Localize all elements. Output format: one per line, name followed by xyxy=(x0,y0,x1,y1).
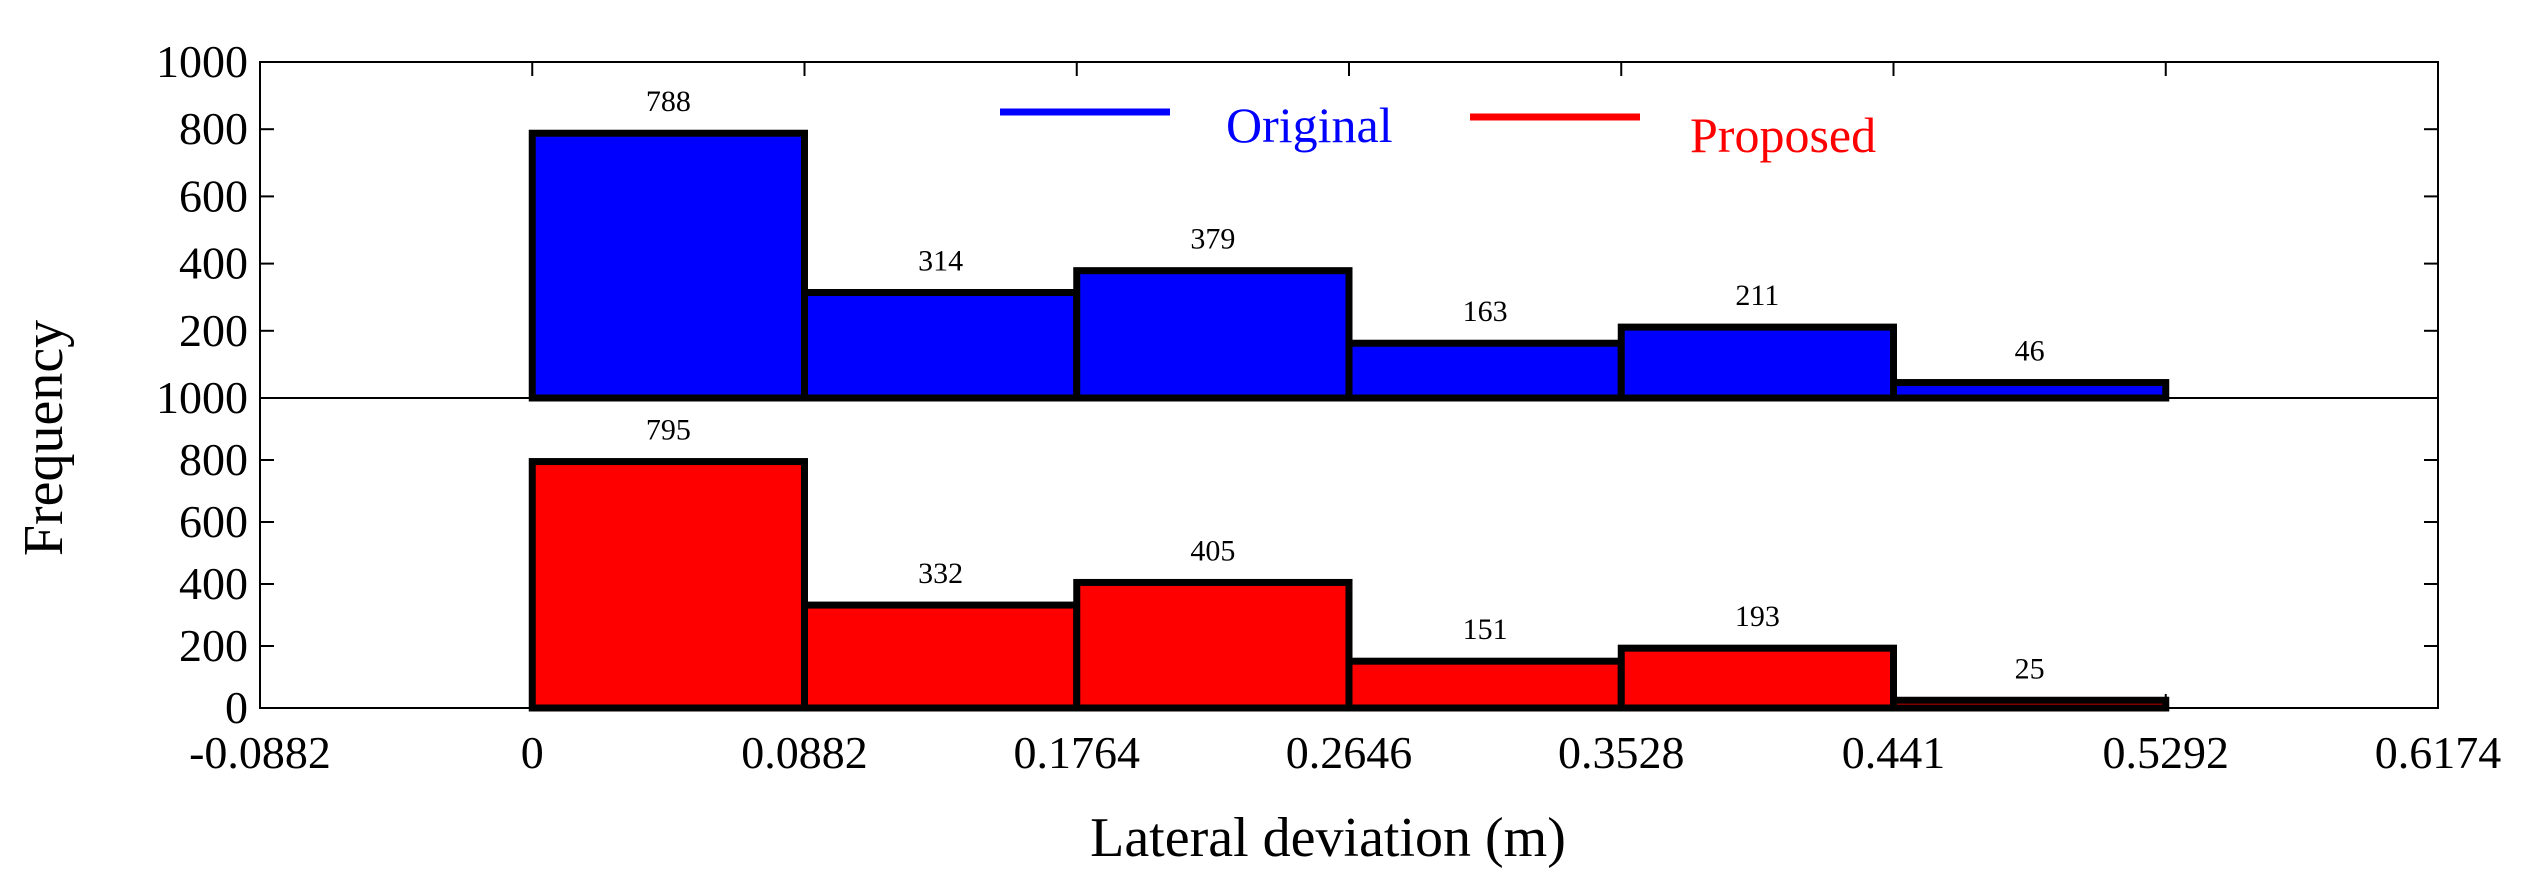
y-tick-label: 1000 xyxy=(156,36,248,87)
x-tick-label: -0.0882 xyxy=(189,727,331,778)
bar-proposed xyxy=(1617,644,1897,712)
y-axis-label: Frequency xyxy=(13,320,75,556)
x-tick-label: 0.0882 xyxy=(741,727,868,778)
y-tick-label: 200 xyxy=(179,305,248,356)
bar-original xyxy=(1073,267,1353,402)
legend: Original Proposed xyxy=(1000,97,1876,163)
y-tick-label: 400 xyxy=(179,558,248,609)
y-tick-label: 800 xyxy=(179,103,248,154)
y-tick-label: 600 xyxy=(179,170,248,221)
x-tick-label: 0.441 xyxy=(1842,727,1946,778)
data-label: 379 xyxy=(1190,223,1235,256)
data-label: 151 xyxy=(1463,613,1508,646)
data-label: 314 xyxy=(918,244,963,277)
bar-proposed xyxy=(528,458,808,712)
data-label: 211 xyxy=(1735,279,1779,312)
bar-proposed xyxy=(801,601,1081,712)
y-tick-label: 600 xyxy=(179,496,248,547)
data-label: 25 xyxy=(2015,652,2045,685)
data-label: 795 xyxy=(646,414,691,447)
x-tick-label: 0.2646 xyxy=(1286,727,1413,778)
data-label: 788 xyxy=(646,85,691,118)
x-tick-label: 0.1764 xyxy=(1014,727,1141,778)
x-tick-label: 0.5292 xyxy=(2103,727,2230,778)
y-tick-label: 0 xyxy=(225,682,248,733)
bar-proposed xyxy=(1073,578,1353,712)
x-tick-label: 0.3528 xyxy=(1558,727,1685,778)
x-tick-label: 0 xyxy=(521,727,544,778)
data-label: 193 xyxy=(1735,600,1780,633)
data-label: 332 xyxy=(918,557,963,590)
x-axis-label: Lateral deviation (m) xyxy=(1090,807,1566,869)
legend-proposed-label: Proposed xyxy=(1690,107,1876,163)
x-tick-label: 0.6174 xyxy=(2375,727,2502,778)
y-tick-label: 400 xyxy=(179,238,248,289)
bar-original xyxy=(1617,323,1897,402)
bar-original xyxy=(1890,379,2170,402)
y-tick-label: 1000 xyxy=(156,372,248,423)
data-label: 163 xyxy=(1463,295,1508,328)
bar-original xyxy=(801,288,1081,402)
data-label: 405 xyxy=(1190,534,1235,567)
bar-original xyxy=(1345,339,1625,402)
bar-original xyxy=(528,129,808,402)
y-tick-label: 200 xyxy=(179,620,248,671)
legend-original-label: Original xyxy=(1226,97,1393,153)
bar-proposed xyxy=(1890,696,2170,712)
y-tick-label: 800 xyxy=(179,434,248,485)
data-label: 46 xyxy=(2015,335,2045,368)
chart-panels: 200 400 600 800 1000 788 314 379 163 211 46 0 200 400… xyxy=(156,36,2501,778)
bar-proposed xyxy=(1345,657,1625,712)
